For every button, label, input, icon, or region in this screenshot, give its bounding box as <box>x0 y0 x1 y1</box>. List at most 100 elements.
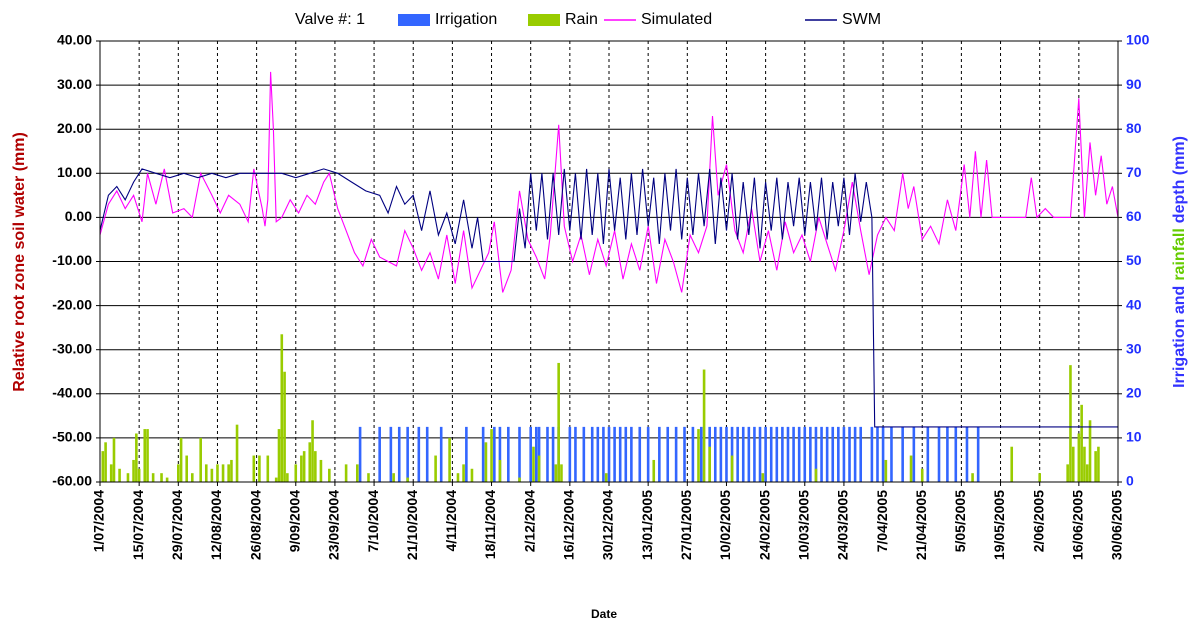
x-tick-label: 16/12/2004 <box>561 490 577 560</box>
bar <box>814 468 818 482</box>
bar <box>507 426 510 482</box>
plot-border <box>99 40 1119 483</box>
bar <box>448 437 451 482</box>
bar <box>753 426 756 482</box>
bar <box>937 426 941 482</box>
bar <box>378 426 381 482</box>
bar <box>602 426 605 482</box>
y2-label-part: rainfall <box>1171 228 1188 280</box>
x-tick-label: 15/07/2004 <box>130 490 146 560</box>
bar <box>179 437 183 482</box>
bar <box>761 473 765 482</box>
bar <box>730 455 734 482</box>
bar <box>344 464 348 482</box>
x-tick-label: 1/07/2004 <box>91 490 107 552</box>
bar <box>137 468 141 482</box>
y2-tick-label: 80 <box>1126 120 1142 136</box>
bar <box>462 464 465 482</box>
bar <box>518 426 521 482</box>
bar <box>797 426 801 482</box>
bar <box>674 426 678 482</box>
bar <box>775 426 779 482</box>
bar <box>221 464 225 482</box>
bar <box>146 429 149 482</box>
x-tick-label: 7/10/2004 <box>365 490 381 552</box>
bar <box>283 371 286 482</box>
bar <box>314 451 317 482</box>
bar <box>280 334 284 482</box>
legend-label: Irrigation <box>435 11 497 28</box>
y2-axis-label: Irrigation and rainfall depth (mm) <box>1171 136 1188 388</box>
bar <box>286 473 289 482</box>
bar <box>613 426 616 482</box>
bar <box>926 426 930 482</box>
y-tick-label: -30.00 <box>52 340 92 356</box>
bar <box>554 464 558 482</box>
bar <box>151 473 155 482</box>
bar <box>104 442 107 482</box>
bar <box>101 451 105 482</box>
bar <box>713 426 717 482</box>
y-tick-label: 0.00 <box>65 208 92 224</box>
bar <box>406 426 409 482</box>
bar <box>702 369 706 482</box>
x-tick-label: 19/05/2005 <box>991 490 1007 560</box>
bar <box>534 426 538 482</box>
bar <box>769 426 773 482</box>
y2-label-part: depth (mm) <box>1171 136 1188 223</box>
y2-tick-label: 70 <box>1126 164 1142 180</box>
bar <box>859 426 863 482</box>
y2-tick-label: 40 <box>1126 296 1142 312</box>
bar <box>328 468 331 482</box>
y-tick-label: 10.00 <box>57 164 92 180</box>
bar <box>890 426 893 482</box>
x-tick-label: 30/06/2005 <box>1109 490 1125 560</box>
y2-tick-label: 20 <box>1126 385 1142 401</box>
y2-tick-label: 0 <box>1126 473 1134 489</box>
bar <box>876 426 879 482</box>
y-tick-label: -20.00 <box>52 296 92 312</box>
bar <box>1085 464 1089 482</box>
bar <box>308 442 312 482</box>
bar <box>708 446 711 482</box>
y-tick-label: 40.00 <box>57 32 92 48</box>
bar <box>319 459 323 482</box>
bar <box>814 426 818 482</box>
bar <box>481 426 485 482</box>
bar <box>470 468 474 482</box>
y-axis-label: Relative root zone soil water (mm) <box>11 132 28 392</box>
bar <box>560 464 563 482</box>
y-tick-label: -50.00 <box>52 429 92 445</box>
x-tick-label: 2/06/2005 <box>1030 490 1046 552</box>
y2-tick-label: 60 <box>1126 208 1142 224</box>
bar <box>252 455 256 482</box>
bar <box>920 468 924 482</box>
bar <box>1066 464 1069 482</box>
bar <box>417 426 421 482</box>
bar <box>831 426 835 482</box>
bar <box>596 426 600 482</box>
bar <box>666 426 670 482</box>
bar <box>532 446 535 482</box>
y2-label-part: Irrigation and <box>1171 286 1188 388</box>
x-tick-label: 18/11/2004 <box>482 490 498 560</box>
y-tick-label: -60.00 <box>52 473 92 489</box>
x-tick-label: 12/08/2004 <box>208 490 224 560</box>
bar <box>792 426 795 482</box>
bar <box>294 464 298 482</box>
bar <box>392 473 395 482</box>
x-tick-label: 26/08/2004 <box>247 490 263 560</box>
bar <box>607 426 611 482</box>
bar <box>741 426 745 482</box>
bar <box>604 473 608 482</box>
bar <box>809 426 812 482</box>
bar <box>546 426 549 482</box>
bar <box>266 455 270 482</box>
legend-label: Simulated <box>641 11 712 28</box>
legend-swatch <box>528 14 560 26</box>
bar <box>870 426 874 482</box>
bar <box>165 477 169 482</box>
bar <box>425 426 429 482</box>
x-tick-label: 10/02/2005 <box>717 490 733 560</box>
bar <box>258 455 261 482</box>
